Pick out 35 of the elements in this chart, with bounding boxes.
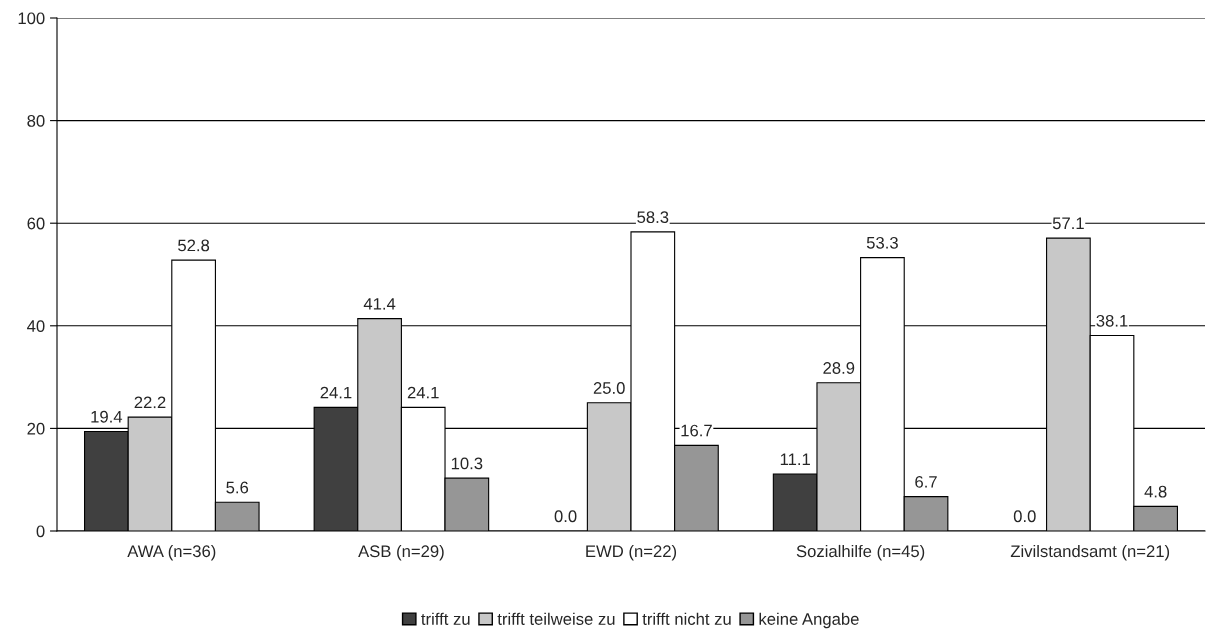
data-label: 41.4	[363, 298, 396, 310]
data-label: 0.0	[1013, 510, 1036, 523]
data-label: 22.2	[134, 396, 166, 409]
data-label: 57.1	[1052, 217, 1084, 230]
data-label: 10.3	[451, 457, 483, 470]
y-tick-label: 40	[27, 320, 45, 332]
data-label: 24.1	[407, 386, 439, 399]
data-label: 16.7	[681, 424, 712, 437]
x-tick-label: AWA (n=36)	[127, 544, 216, 561]
data-label: 11.1	[780, 453, 810, 466]
y-tick-label: 60	[27, 217, 45, 230]
x-tick-label: Zivilstandsamt (n=21)	[1010, 544, 1170, 561]
y-tick-label: 80	[27, 115, 45, 127]
legend-label: keine Angabe	[759, 612, 859, 629]
data-label: 6.7	[915, 475, 937, 488]
data-label: 4.8	[1144, 485, 1167, 498]
data-label: 19.4	[91, 410, 123, 423]
data-label: 53.3	[866, 236, 898, 249]
data-label: 25.0	[593, 382, 625, 394]
data-label: 38.1	[1096, 314, 1128, 327]
data-label: 28.9	[823, 362, 855, 374]
data-label: 5.6	[226, 481, 249, 494]
data-label: 0.0	[554, 510, 577, 523]
data-label: 58.3	[637, 211, 669, 224]
data-label: 24.1	[320, 386, 352, 399]
data-label: 52.8	[178, 239, 210, 252]
x-tick-label: Sozialhilfe (n=45)	[796, 544, 925, 561]
x-tick-label: EWD (n=22)	[586, 544, 677, 561]
x-tick-label: ASB (n=29)	[358, 544, 444, 561]
legend-label: trifft zu	[421, 612, 470, 625]
legend-label: trifft nicht zu	[642, 612, 731, 625]
y-tick-label: 100	[18, 12, 45, 25]
legend-label: trifft teilweise zu	[497, 612, 615, 625]
y-tick-label: 0	[36, 525, 45, 538]
y-tick-label: 20	[27, 422, 45, 435]
